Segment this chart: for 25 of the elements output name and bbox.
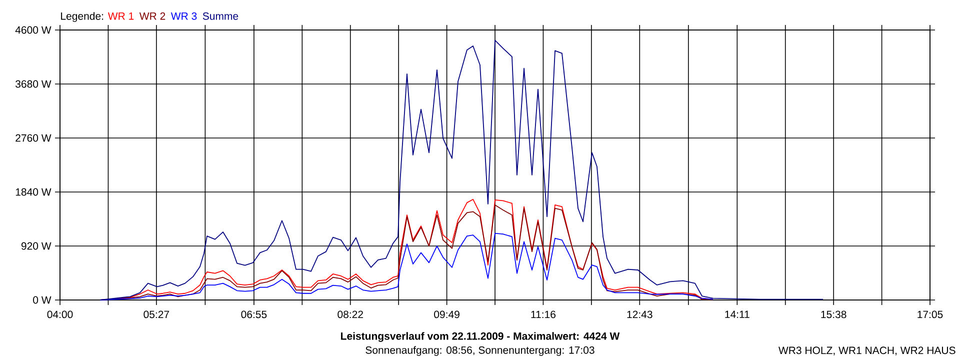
- x-tick-label: 09:49: [434, 310, 460, 318]
- x-tick-label: 06:55: [241, 310, 267, 318]
- x-tick-label: 12:43: [627, 310, 652, 318]
- text: Summe: [202, 12, 238, 20]
- x-tick-label: 17:05: [918, 310, 943, 318]
- x-tick-label: 14:11: [725, 310, 750, 318]
- line-series: [100, 40, 824, 300]
- x-tick-label: 05:27: [144, 310, 170, 318]
- text: Sonnenaufgang: 08:56, Sonnenuntergang: 17:03: [366, 346, 594, 356]
- text: WR 3: [170, 12, 197, 20]
- x-tick-label: 11:16: [531, 310, 556, 318]
- y-tick-label: 920 W: [21, 242, 52, 250]
- y-tick-label: 1840 W: [16, 188, 52, 196]
- x-tick-label: 08:22: [338, 310, 363, 318]
- y-tick-label: 3680 W: [16, 80, 52, 88]
- text: WR 2: [139, 12, 166, 20]
- legend-title: Legende:: [61, 12, 104, 22]
- y-tick-label: 0 W: [33, 296, 52, 304]
- y-tick-label: 4600 W: [15, 26, 52, 34]
- text: Leistungsverlauf vom 22.11.2009 - Maximalwert: 4424 W: [341, 332, 620, 342]
- y-tick-label: 2760 W: [16, 134, 52, 142]
- text: WR 1: [108, 12, 134, 20]
- text: WR3 HOLZ, WR1 NACH, WR2 HAUS: [778, 346, 956, 356]
- x-tick-label: 15:38: [821, 310, 846, 318]
- x-tick-label: 04:00: [47, 310, 73, 318]
